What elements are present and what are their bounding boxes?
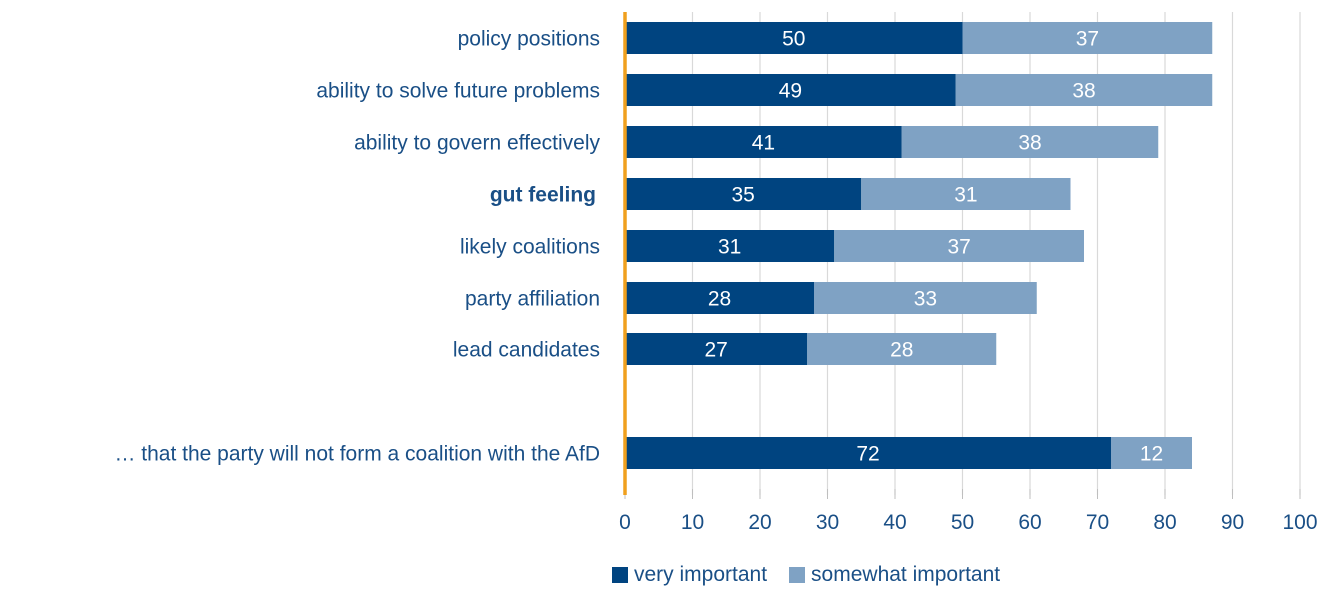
category-label-6: lead candidates <box>453 339 600 362</box>
tick-label-100: 100 <box>1282 511 1317 534</box>
bar-somewhat-important-4 <box>834 230 1084 262</box>
bar-somewhat-important-7 <box>1111 437 1192 469</box>
bar-very-important-1 <box>625 74 956 106</box>
category-labels: policy positions ability to solve future … <box>114 28 600 466</box>
legend-label-somewhat-important: somewhat important <box>811 563 1001 586</box>
category-label-2: ability to govern effectively <box>354 132 600 155</box>
bar-value-label-very-important-0: 50 <box>782 28 805 51</box>
bar-very-important-2 <box>625 126 902 158</box>
bar-very-important-3 <box>625 178 862 210</box>
legend-swatch-very-important <box>612 567 628 583</box>
category-label-0: policy positions <box>458 28 600 51</box>
tick-label-60: 60 <box>1018 511 1041 534</box>
bar-value-label-somewhat-important-1: 38 <box>1072 80 1095 103</box>
legend: very important somewhat important <box>612 563 1022 587</box>
bars: 50 37 49 38 41 38 35 31 31 37 28 33 27 28 72 12 <box>625 22 1213 469</box>
bar-very-important-4 <box>625 230 835 262</box>
bar-value-label-very-important-6: 27 <box>704 339 727 362</box>
bar-value-label-very-important-7: 72 <box>856 443 879 466</box>
bar-value-label-very-important-3: 35 <box>731 184 754 207</box>
legend-label-very-important: very important <box>634 563 768 586</box>
bar-value-label-very-important-2: 41 <box>752 132 775 155</box>
tick-label-50: 50 <box>951 511 974 534</box>
x-axis-ticks: 0 10 20 30 40 50 60 70 80 90 100 <box>619 489 1318 534</box>
category-label-1: ability to solve future problems <box>316 80 600 103</box>
bar-very-important-6 <box>625 333 808 365</box>
bar-value-label-somewhat-important-7: 12 <box>1140 443 1163 466</box>
category-label-5: party affiliation <box>465 288 600 311</box>
tick-label-40: 40 <box>883 511 906 534</box>
tick-label-90: 90 <box>1221 511 1244 534</box>
bar-value-label-somewhat-important-0: 37 <box>1076 28 1099 51</box>
category-label-4: likely coalitions <box>460 236 600 259</box>
bar-somewhat-important-3 <box>861 178 1071 210</box>
tick-label-0: 0 <box>619 511 631 534</box>
tick-label-30: 30 <box>816 511 839 534</box>
tick-label-10: 10 <box>681 511 704 534</box>
tick-label-20: 20 <box>748 511 771 534</box>
legend-item-very-important: very important <box>612 563 767 587</box>
bar-very-important-0 <box>625 22 963 54</box>
bar-value-label-very-important-5: 28 <box>708 288 731 311</box>
bar-value-label-very-important-1: 49 <box>779 80 802 103</box>
tick-label-70: 70 <box>1086 511 1109 534</box>
bar-very-important-7 <box>625 437 1111 469</box>
category-label-3: gut feeling <box>490 184 596 207</box>
bar-value-label-somewhat-important-5: 33 <box>914 288 937 311</box>
bar-somewhat-important-0 <box>962 22 1213 54</box>
bar-somewhat-important-2 <box>901 126 1159 158</box>
bar-value-label-somewhat-important-6: 28 <box>890 339 913 362</box>
bar-somewhat-important-1 <box>955 74 1213 106</box>
bar-somewhat-important-5 <box>814 282 1037 314</box>
bar-value-label-somewhat-important-2: 38 <box>1018 132 1041 155</box>
bar-somewhat-important-6 <box>807 333 997 365</box>
tick-label-80: 80 <box>1153 511 1176 534</box>
bar-value-label-somewhat-important-4: 37 <box>947 236 970 259</box>
bar-value-label-very-important-4: 31 <box>718 236 741 259</box>
bar-very-important-5 <box>625 282 814 314</box>
legend-swatch-somewhat-important <box>789 567 806 583</box>
category-label-7: … that the party will not form a coaliti… <box>114 443 600 466</box>
legend-item-somewhat-important: somewhat important <box>789 563 1000 587</box>
bar-value-label-somewhat-important-3: 31 <box>954 184 977 207</box>
